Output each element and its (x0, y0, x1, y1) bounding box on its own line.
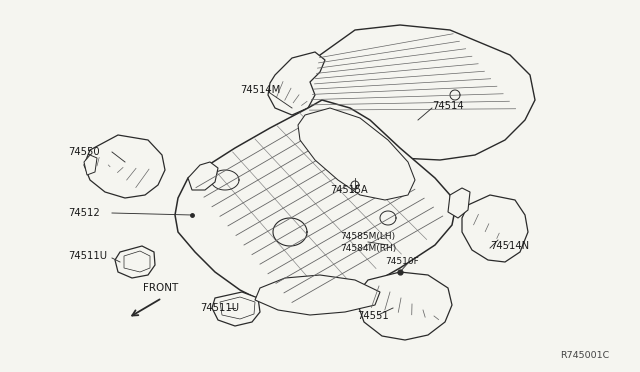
Polygon shape (462, 195, 528, 262)
Text: 74514M: 74514M (240, 85, 280, 95)
Text: 74550: 74550 (68, 147, 100, 157)
Text: 74514N: 74514N (490, 241, 529, 251)
Text: 74585M(LH): 74585M(LH) (340, 232, 395, 241)
Text: 74510F: 74510F (385, 257, 419, 266)
Text: 74551: 74551 (357, 311, 388, 321)
Text: FRONT: FRONT (143, 283, 179, 293)
Polygon shape (300, 25, 535, 160)
Polygon shape (175, 100, 455, 312)
Text: 74511U: 74511U (68, 251, 107, 261)
Polygon shape (298, 108, 415, 200)
Polygon shape (188, 162, 218, 190)
Polygon shape (268, 52, 325, 115)
Polygon shape (84, 135, 165, 198)
Text: R745001C: R745001C (560, 350, 609, 359)
Text: 74514: 74514 (432, 101, 463, 111)
Polygon shape (255, 275, 380, 315)
Polygon shape (212, 292, 260, 326)
Text: 74512: 74512 (68, 208, 100, 218)
Polygon shape (115, 246, 155, 278)
Polygon shape (220, 297, 255, 319)
Text: 74515A: 74515A (330, 185, 367, 195)
Text: 74511U: 74511U (200, 303, 239, 313)
Polygon shape (124, 251, 150, 272)
Text: 74584M(RH): 74584M(RH) (340, 244, 396, 253)
Polygon shape (358, 272, 452, 340)
Polygon shape (84, 155, 97, 175)
Polygon shape (448, 188, 470, 218)
